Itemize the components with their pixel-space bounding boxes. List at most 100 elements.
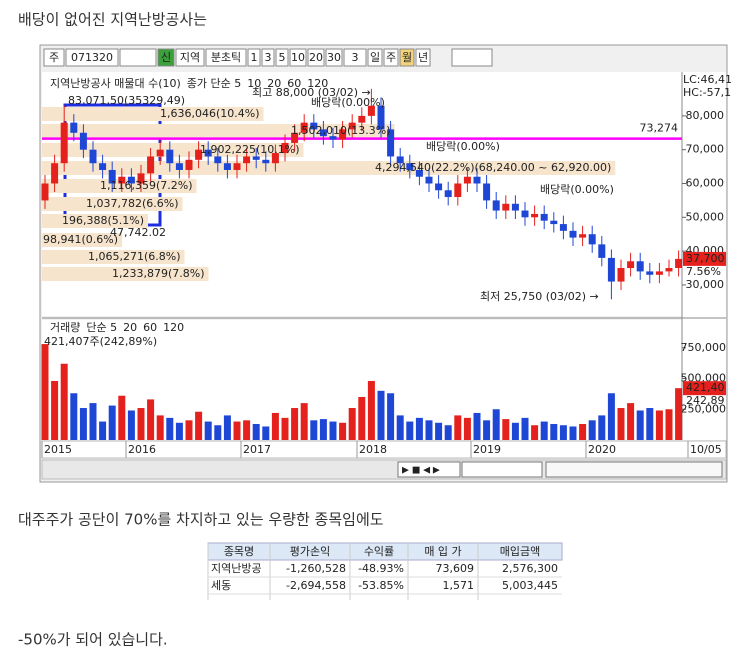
- zoom-slider[interactable]: [461, 461, 543, 478]
- candle-body: [444, 190, 452, 198]
- candle-body: [137, 173, 145, 184]
- body-text: 대주주가 공단이 70%를 차지하고 있는 우량한 종목임에도: [18, 511, 384, 529]
- candle-body: [118, 176, 126, 184]
- candle-body: [204, 149, 212, 157]
- last-price-label: 37,700: [686, 252, 725, 265]
- volume-bar: [137, 408, 145, 440]
- toolbar-label: 1: [251, 51, 258, 64]
- volume-legend-entry: 60: [143, 321, 157, 334]
- y-tick-label: 60,000: [686, 176, 725, 189]
- input-box: [451, 48, 493, 67]
- volume-bar: [617, 408, 625, 440]
- candle-body: [243, 156, 251, 164]
- toolbar-label: 3: [352, 51, 359, 64]
- volume-bar: [329, 421, 337, 440]
- candle-body: [377, 105, 385, 130]
- table-cell: -2,694,558: [286, 579, 346, 592]
- volume-tick-label: 750,000: [681, 341, 727, 354]
- toolbar-button: [157, 48, 175, 67]
- volume-bar: [377, 390, 385, 440]
- candle-body: [339, 129, 347, 140]
- volume-bar: [579, 424, 587, 440]
- volume-bar: [569, 426, 577, 440]
- volume-bar: [281, 417, 289, 440]
- volume-bar: [627, 403, 635, 440]
- candle-body: [454, 183, 462, 198]
- volume-bar: [348, 408, 356, 440]
- toolbar-label: 신: [161, 51, 171, 64]
- x-label: 2017: [243, 443, 271, 456]
- volume-bar: [262, 426, 270, 440]
- volume-bar: [147, 399, 155, 440]
- x-label: 10/05: [690, 443, 722, 456]
- toolbar-button: [247, 48, 261, 67]
- volume-bar: [463, 417, 471, 440]
- table-cell: 73,609: [436, 562, 475, 575]
- annotation: 83,071,50(35329,49): [68, 94, 185, 107]
- toolbar-button: [415, 48, 431, 67]
- play-icon: ▶ ■ ◀ ▶: [402, 466, 440, 476]
- volume-bar: [607, 393, 615, 440]
- toolbar-button: [399, 48, 415, 67]
- scroll-controls[interactable]: ▶ ■ ◀ ▶: [397, 461, 723, 478]
- candle-body: [483, 183, 491, 201]
- toolbar-label: 30: [327, 51, 341, 64]
- volume-last-box: [683, 381, 726, 396]
- candle-body: [463, 176, 471, 184]
- legend-entry: 60: [287, 77, 301, 90]
- annotation: 배당락(0.00%): [540, 183, 614, 196]
- candle-body: [588, 234, 596, 245]
- volume-bar: [271, 412, 279, 440]
- annotation: 98,941(0.6%): [43, 233, 118, 246]
- annotation: 1,116,359(7.2%): [100, 179, 193, 192]
- volume-bar: [406, 421, 414, 440]
- candle-body: [492, 200, 500, 211]
- candle-body: [127, 176, 135, 184]
- volume-bar: [665, 409, 673, 440]
- tool-buttons[interactable]: [545, 461, 723, 478]
- toolbar-label: 3: [265, 51, 272, 64]
- table-cell: 지역난방공: [211, 562, 262, 575]
- candle-body: [665, 268, 673, 272]
- play-buttons[interactable]: [397, 461, 461, 478]
- candle-body: [511, 203, 519, 211]
- chart: 30,00040,00050,00060,00070,00080,00083,0…: [41, 73, 732, 458]
- candle-body: [79, 132, 87, 150]
- candle-body: [214, 156, 222, 164]
- volume-bar: [483, 420, 491, 440]
- x-label: 2018: [359, 443, 387, 456]
- toolbar-label: 20: [309, 51, 323, 64]
- volume-bar: [655, 410, 663, 440]
- volume-bar: [108, 405, 116, 440]
- candle-body: [41, 183, 49, 201]
- volume-bar: [415, 417, 423, 440]
- candle-body: [175, 163, 183, 170]
- y-tick-label: 50,000: [686, 210, 725, 223]
- legend-entry: 지역난방공사 매물대 수(10): [50, 77, 181, 90]
- toolbar-button: [289, 48, 307, 67]
- volume-bar: [387, 393, 395, 440]
- toolbar-button: [261, 48, 275, 67]
- toolbar-button: [175, 48, 205, 67]
- candle-body: [521, 210, 529, 218]
- annotation: 47,742.02: [110, 226, 166, 239]
- annotation: 1,037,782(6.6%): [86, 197, 179, 210]
- last-price-box: [683, 251, 726, 266]
- candle-body: [262, 159, 270, 164]
- candle-body: [108, 169, 116, 184]
- profile-band: [42, 107, 264, 121]
- volume-bar: [550, 424, 558, 440]
- legend-entry: 120: [307, 77, 328, 90]
- candle-body: [550, 220, 558, 225]
- candle-body: [636, 261, 644, 272]
- volume-bar: [204, 421, 212, 440]
- toolbar-button: [383, 48, 399, 67]
- volume-bar: [636, 410, 644, 440]
- volume-bar: [358, 396, 366, 440]
- candle-body: [281, 142, 289, 154]
- volume-bar: [51, 380, 59, 440]
- table-header: 매 입 가: [424, 545, 461, 558]
- toolbar-button: [325, 48, 343, 67]
- candle-body: [569, 230, 577, 238]
